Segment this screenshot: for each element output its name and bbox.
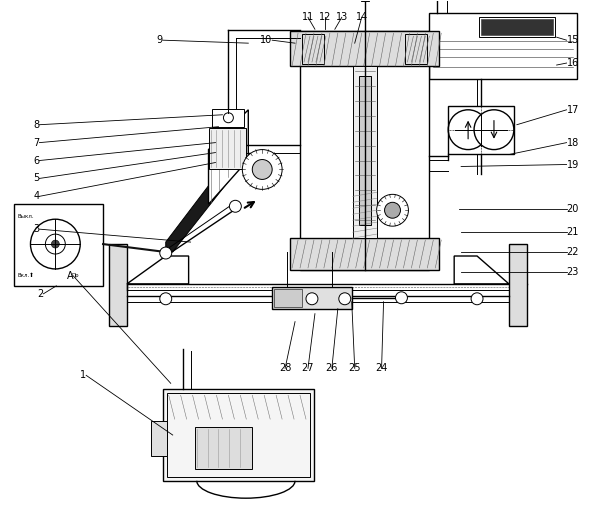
Circle shape [230,200,241,212]
Bar [208,127,246,170]
Text: Пр: Пр [72,273,79,278]
Bar [151,421,167,456]
Bar [429,13,576,79]
Circle shape [252,159,272,179]
Bar [448,106,514,154]
Text: 26: 26 [325,363,338,373]
Circle shape [224,113,233,123]
Bar [290,31,439,66]
Circle shape [474,110,514,150]
Polygon shape [208,110,248,204]
Text: A: A [67,271,73,281]
Text: 2: 2 [37,289,44,299]
Text: 28: 28 [279,363,291,373]
Polygon shape [127,256,188,284]
Bar [290,238,439,270]
Bar [361,0,368,2]
Circle shape [30,219,80,269]
Text: 25: 25 [348,363,361,373]
Text: 20: 20 [567,204,579,214]
Circle shape [45,234,65,254]
Circle shape [160,293,171,305]
Text: 3: 3 [33,224,39,234]
Text: 9: 9 [156,35,163,45]
Bar [272,287,351,309]
Text: 11: 11 [302,12,314,22]
Text: 19: 19 [567,159,579,170]
Circle shape [306,293,318,305]
Text: 17: 17 [567,105,579,115]
Text: 10: 10 [260,35,272,45]
Text: Вкл.⬆: Вкл.⬆ [18,273,35,278]
Bar [405,34,427,64]
Text: 21: 21 [567,227,579,237]
Bar [359,76,371,225]
Text: 27: 27 [302,363,315,373]
Text: 12: 12 [319,12,331,22]
Text: 23: 23 [567,267,579,277]
Bar [274,289,302,307]
Bar [163,389,314,481]
Text: 15: 15 [567,35,579,45]
Bar [213,109,244,127]
Text: 1: 1 [80,371,86,380]
Circle shape [376,194,408,226]
Text: 13: 13 [336,12,348,22]
Text: 22: 22 [567,247,579,257]
Circle shape [160,247,171,259]
Text: 16: 16 [567,58,579,68]
Bar [353,66,376,238]
Circle shape [385,203,401,218]
Text: 14: 14 [356,12,368,22]
Text: 6: 6 [33,156,39,166]
Bar [302,34,324,64]
Circle shape [242,150,282,189]
Bar [195,427,252,469]
Text: 18: 18 [567,138,579,148]
Text: 8: 8 [33,120,39,130]
Bar [479,17,554,37]
Text: 24: 24 [375,363,388,373]
Text: 7: 7 [33,138,39,148]
Bar [481,20,553,35]
Circle shape [471,293,483,305]
Bar [509,244,527,326]
Circle shape [448,110,488,150]
Bar [13,204,103,286]
Bar [167,393,310,477]
Bar [109,244,127,326]
Polygon shape [166,159,235,252]
Text: 4: 4 [33,191,39,201]
Bar [300,31,429,270]
Text: Выкл.: Выкл. [18,214,34,219]
Polygon shape [454,256,509,284]
Circle shape [339,293,351,305]
Text: 5: 5 [33,173,39,183]
Circle shape [396,292,407,304]
Circle shape [52,240,59,248]
